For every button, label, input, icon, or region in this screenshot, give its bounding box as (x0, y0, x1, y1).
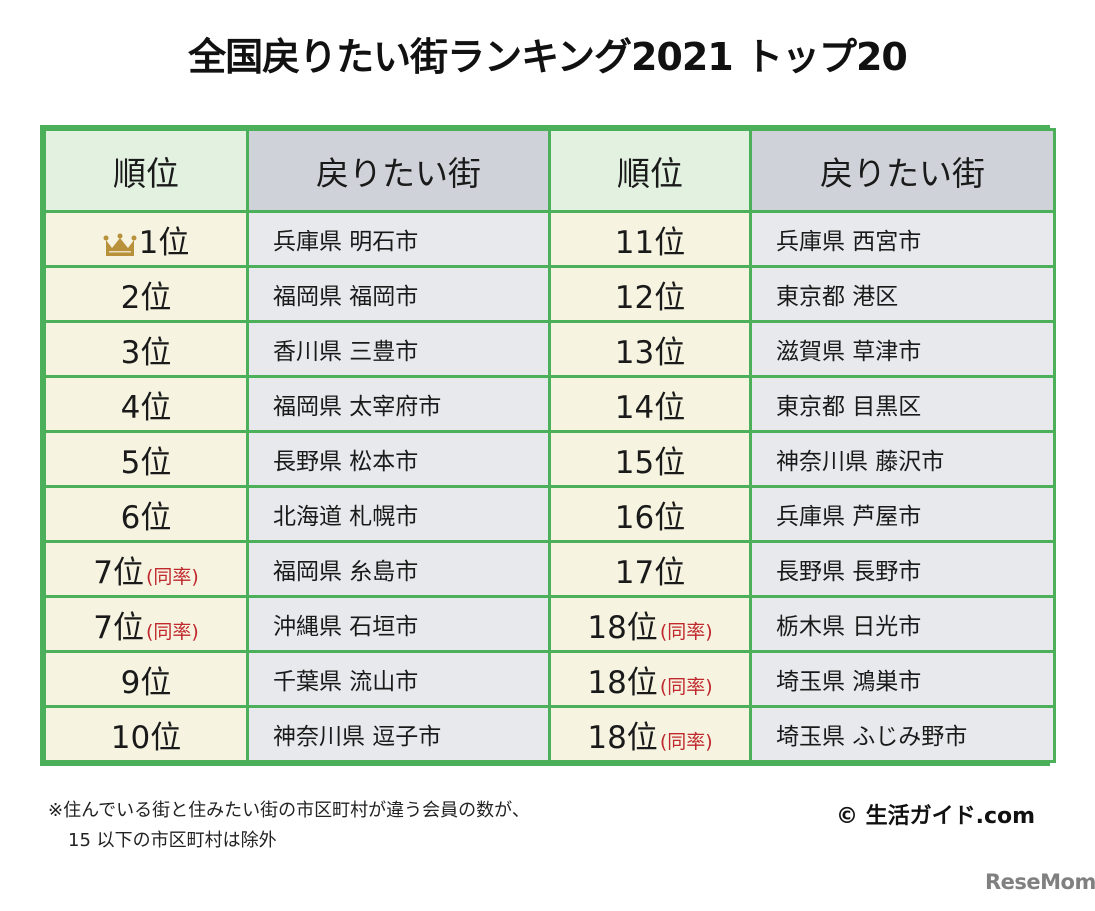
rank-label: 2位 (120, 279, 172, 316)
rank-cell-left: 6位 (43, 485, 249, 543)
header-city-left: 戻りたい街 (246, 128, 551, 213)
rank-cell-left: 7位 (同率) (43, 595, 249, 653)
footnote: ※住んでいる街と住みたい街の市区町村が違う会員の数が、 15 以下の市区町村は除… (48, 796, 530, 856)
rank-cell-right: 18位 (同率) (548, 595, 752, 653)
rank-label: 1位 (138, 224, 190, 261)
rank-cell-right: 12位 (548, 265, 752, 323)
city-cell-right: 長野県 長野市 (749, 540, 1056, 598)
tie-badge: (同率) (145, 620, 199, 643)
rank-label: 18位 (587, 609, 658, 646)
rank-label: 11位 (614, 224, 686, 261)
rank-label: 4位 (120, 389, 172, 426)
tie-badge: (同率) (659, 620, 713, 643)
rank-label: 10位 (110, 719, 182, 756)
crown-icon (103, 229, 137, 256)
ranking-table: 順位 戻りたい街 順位 戻りたい街 1位 兵庫県 明石市 11位 兵庫県 西宮市 2位福… (40, 125, 1056, 766)
header-city-right: 戻りたい街 (749, 128, 1056, 213)
rank-cell-left: 10位 (43, 705, 249, 763)
city-cell-left: 兵庫県 明石市 (246, 210, 551, 268)
rank-cell-left: 4位 (43, 375, 249, 433)
header-rank-left: 順位 (43, 128, 249, 213)
rank-label: 12位 (614, 279, 686, 316)
rank-label: 18位 (587, 664, 658, 701)
city-cell-right: 埼玉県 鴻巣市 (749, 650, 1056, 708)
table-row: 10位 神奈川県 逗子市 18位 (同率) 埼玉県 ふじみ野市 (43, 705, 1056, 763)
table-row: 6位 北海道 札幌市 16位 兵庫県 芦屋市 (43, 485, 1056, 543)
table-row: 7位 (同率) 沖縄県 石垣市 18位 (同率) 栃木県 日光市 (43, 595, 1056, 653)
city-cell-right: 東京都 港区 (749, 265, 1056, 323)
city-cell-left: 北海道 札幌市 (246, 485, 551, 543)
city-cell-right: 滋賀県 草津市 (749, 320, 1056, 378)
city-cell-right: 埼玉県 ふじみ野市 (749, 705, 1056, 763)
rank-cell-right: 17位 (548, 540, 752, 598)
resemom-logo: ReseMom (985, 870, 1095, 894)
table-row: 1位 兵庫県 明石市 11位 兵庫県 西宮市 (43, 210, 1056, 268)
rank-label: 16位 (614, 499, 686, 536)
rank-cell-right: 15位 (548, 430, 752, 488)
city-cell-left: 長野県 松本市 (246, 430, 551, 488)
rank-label: 3位 (120, 334, 172, 371)
rank-label: 5位 (120, 444, 172, 481)
footnote-line-2: 15 以下の市区町村は除外 (68, 830, 277, 851)
rank-cell-left: 3位 (43, 320, 249, 378)
header-rank-right: 順位 (548, 128, 752, 213)
table-row: 3位 香川県 三豊市 13位 滋賀県 草津市 (43, 320, 1056, 378)
table-row: 7位 (同率) 福岡県 糸島市 17位 長野県 長野市 (43, 540, 1056, 598)
rank-cell-right: 14位 (548, 375, 752, 433)
rank-cell-right: 13位 (548, 320, 752, 378)
page-title: 全国戻りたい街ランキング2021 トップ20 (188, 35, 908, 79)
rank-label: 14位 (614, 389, 686, 426)
city-cell-left: 神奈川県 逗子市 (246, 705, 551, 763)
city-cell-left: 福岡県 糸島市 (246, 540, 551, 598)
rank-cell-right: 11位 (548, 210, 752, 268)
rank-label: 7位 (93, 554, 144, 591)
rank-label: 15位 (614, 444, 686, 481)
city-cell-right: 兵庫県 芦屋市 (749, 485, 1056, 543)
table-row: 4位 福岡県 太宰府市 14位 東京都 目黒区 (43, 375, 1056, 433)
rank-cell-left: 9位 (43, 650, 249, 708)
city-cell-left: 千葉県 流山市 (246, 650, 551, 708)
rank-cell-right: 18位 (同率) (548, 705, 752, 763)
table-row: 9位 千葉県 流山市 18位 (同率) 埼玉県 鴻巣市 (43, 650, 1056, 708)
footnote-line-1: ※住んでいる街と住みたい街の市区町村が違う会員の数が、 (48, 800, 530, 821)
header-row: 順位 戻りたい街 順位 戻りたい街 (43, 128, 1056, 213)
city-cell-right: 栃木県 日光市 (749, 595, 1056, 653)
tie-badge: (同率) (659, 730, 713, 753)
rank-label: 7位 (93, 609, 144, 646)
city-cell-left: 福岡県 太宰府市 (246, 375, 551, 433)
rank-label: 18位 (587, 719, 658, 756)
rank-cell-left: 5位 (43, 430, 249, 488)
rank-cell-left: 1位 (43, 210, 249, 268)
city-cell-right: 兵庫県 西宮市 (749, 210, 1056, 268)
rank-label: 13位 (614, 334, 686, 371)
table-row: 2位 福岡県 福岡市 12位 東京都 港区 (43, 265, 1056, 323)
rank-cell-left: 7位 (同率) (43, 540, 249, 598)
table-row: 5位 長野県 松本市 15位 神奈川県 藤沢市 (43, 430, 1056, 488)
copyright-credit: © 生活ガイド.com (836, 804, 1036, 829)
rank-label: 17位 (614, 554, 686, 591)
city-cell-right: 神奈川県 藤沢市 (749, 430, 1056, 488)
rank-label: 6位 (120, 499, 172, 536)
rank-label: 9位 (120, 664, 172, 701)
rank-cell-right: 16位 (548, 485, 752, 543)
tie-badge: (同率) (659, 675, 713, 698)
rank-cell-right: 18位 (同率) (548, 650, 752, 708)
city-cell-left: 沖縄県 石垣市 (246, 595, 551, 653)
city-cell-left: 福岡県 福岡市 (246, 265, 551, 323)
city-cell-left: 香川県 三豊市 (246, 320, 551, 378)
tie-badge: (同率) (145, 565, 199, 588)
rank-cell-left: 2位 (43, 265, 249, 323)
city-cell-right: 東京都 目黒区 (749, 375, 1056, 433)
